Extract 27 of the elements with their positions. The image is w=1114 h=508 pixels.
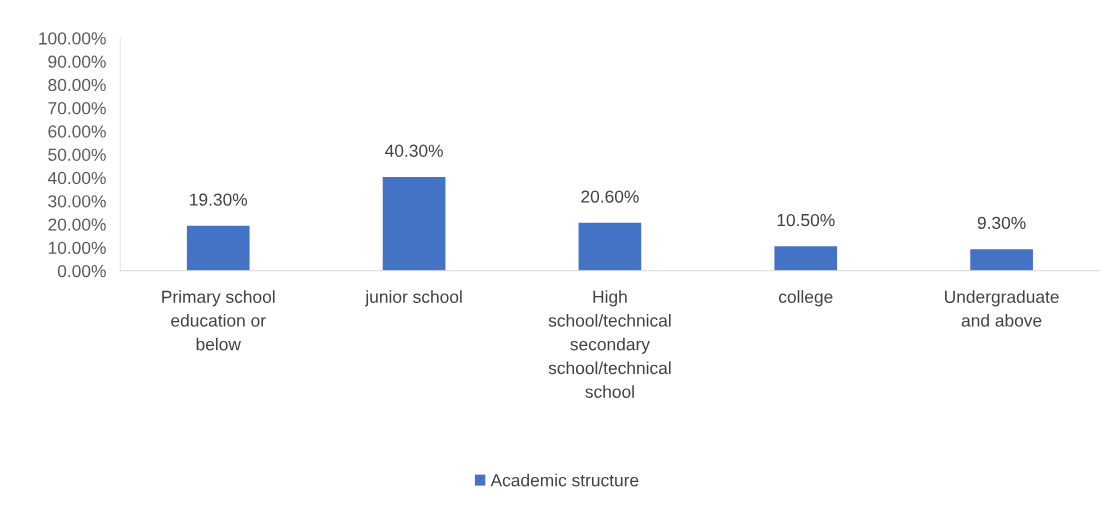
y-tick-label: 100.00% — [39, 32, 106, 45]
y-tick-label: 30.00% — [48, 195, 106, 208]
bar — [578, 222, 642, 271]
y-tick-label: 90.00% — [48, 55, 106, 68]
data-label: 40.30% — [385, 144, 443, 157]
data-label: 19.30% — [190, 193, 248, 206]
y-tick-label: 60.00% — [48, 125, 106, 138]
y-tick-label: 40.00% — [47, 171, 106, 185]
x-tick-label: Undergraduate and above — [945, 290, 1059, 327]
x-tick-label: Primary school education or below — [162, 290, 275, 351]
y-tick-label: 10.00% — [48, 241, 106, 254]
x-tick-label: college — [778, 290, 833, 307]
data-label: 20.60% — [581, 190, 639, 203]
bar — [382, 177, 446, 271]
bar — [970, 249, 1033, 271]
x-tick-label: junior school — [364, 290, 462, 307]
y-tick-label: 80.00% — [48, 78, 106, 92]
data-label: 9.30% — [977, 216, 1026, 230]
y-tick-label: 70.00% — [48, 102, 106, 115]
bar — [774, 246, 838, 271]
x-tick-label: High school/technical secondary school/technical school — [548, 290, 671, 398]
y-tick-label: 0.00% — [57, 264, 106, 278]
y-tick-label: 20.00% — [48, 218, 106, 231]
y-tick-label: 50.00% — [48, 148, 106, 161]
legend-label: Academic structure — [490, 473, 639, 487]
data-label: 10.50% — [777, 213, 835, 227]
bar — [186, 225, 250, 271]
